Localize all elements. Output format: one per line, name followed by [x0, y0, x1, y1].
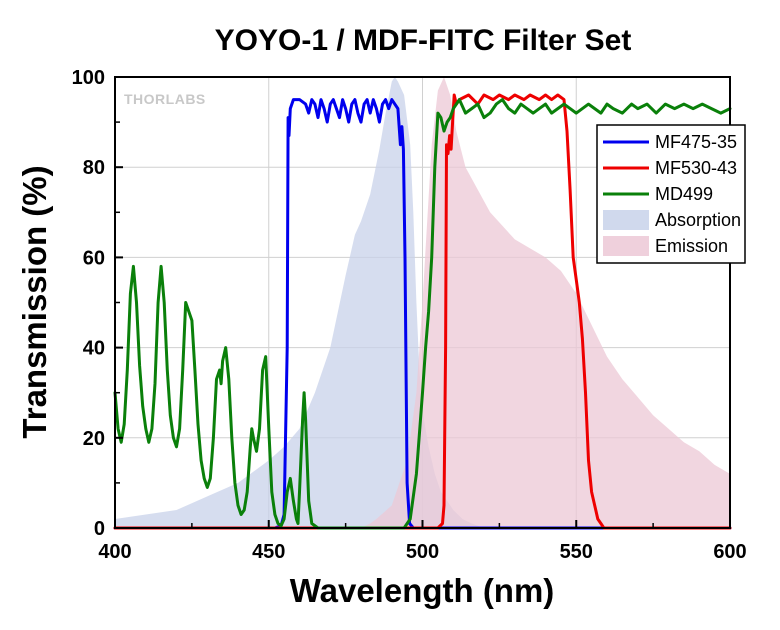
- spectrum-areas: [115, 77, 730, 528]
- legend-label-absorption: Absorption: [655, 210, 741, 230]
- y-tick-label-60: 60: [83, 247, 105, 269]
- y-tick-label-40: 40: [83, 338, 105, 360]
- legend-label-mf530-43: MF530-43: [655, 158, 737, 178]
- x-tick-label-400: 400: [98, 541, 131, 563]
- area-absorption: [115, 77, 484, 528]
- y-tick-label-80: 80: [83, 157, 105, 179]
- legend-swatch-absorption: [603, 210, 649, 230]
- x-tick-label-500: 500: [406, 541, 439, 563]
- legend: MF475-35 MF530-43 MD499 Absorption Emission: [596, 124, 746, 264]
- line-mf475-35: [113, 98, 732, 530]
- y-axis-title: Transmission (%): [16, 165, 53, 438]
- x-tick-label-450: 450: [252, 541, 285, 563]
- y-tick-label-0: 0: [94, 518, 105, 540]
- legend-label-mf475-35: MF475-35: [655, 132, 737, 152]
- line-md499: [113, 98, 732, 530]
- x-tick-label-550: 550: [560, 541, 593, 563]
- legend-label-md499: MD499: [655, 184, 713, 204]
- line-mf530-43: [113, 93, 732, 530]
- area-emission: [361, 77, 730, 528]
- axis-ticks: 400 450 500 550 600 0 20 40 60 80 100: [72, 67, 747, 563]
- y-tick-label-100: 100: [72, 67, 105, 89]
- chart-title: YOYO-1 / MDF-FITC Filter Set: [215, 24, 632, 57]
- thorlabs-logo: THORLABS: [124, 91, 206, 107]
- filter-curves: [113, 93, 732, 530]
- y-tick-label-20: 20: [83, 428, 105, 450]
- legend-swatch-emission: [603, 236, 649, 256]
- legend-label-emission: Emission: [655, 236, 728, 256]
- x-axis-title: Wavelength (nm): [290, 572, 555, 609]
- x-tick-label-600: 600: [713, 541, 746, 563]
